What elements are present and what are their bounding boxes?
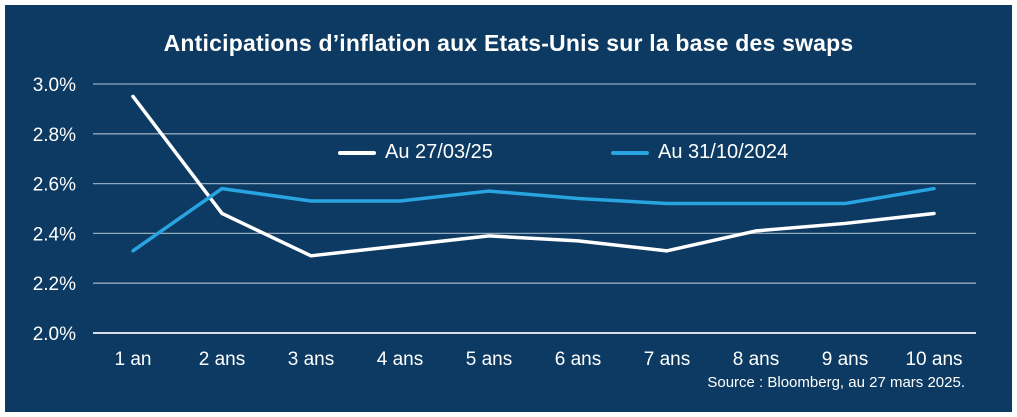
y-axis-tick-label: 2.4% (33, 224, 76, 245)
legend-item-au-27-03-25: Au 27/03/25 (338, 141, 493, 164)
x-axis-tick-label: 3 ans (288, 349, 334, 370)
y-axis-tick-label: 2.0% (33, 324, 76, 345)
y-axis-labels-group: 3.0% 2.8% 2.6% 2.4% 2.2% 2.0% (33, 75, 76, 345)
legend-item-au-31-10-2024: Au 31/10/2024 (611, 141, 788, 164)
y-axis-tick-label: 2.2% (33, 274, 76, 295)
x-axis-tick-label: 1 an (115, 349, 152, 370)
series-line-1-au-31-10-2024 (131, 186, 936, 253)
legend-line-swatch-blue (611, 150, 649, 155)
legend-line-swatch-white (338, 150, 376, 155)
x-axis-tick-label: 7 ans (644, 349, 690, 370)
x-axis-tick-label: 6 ans (555, 349, 601, 370)
x-axis-tick-label: 2 ans (199, 349, 245, 370)
x-axis-tick-label: 5 ans (466, 349, 512, 370)
y-axis-tick-label: 3.0% (33, 75, 76, 96)
y-axis-tick-label: 2.6% (33, 175, 76, 196)
series-line-0-au-27-03-25 (131, 94, 936, 258)
series-lines-group (131, 94, 936, 258)
source-note: Source : Bloomberg, au 27 mars 2025. (707, 374, 965, 391)
x-axis-tick-label: 9 ans (822, 349, 868, 370)
x-axis-labels-group: 1 an 2 ans 3 ans 4 ans 5 ans 6 ans 7 ans 8 ans 9… (115, 349, 963, 370)
y-axis-tick-label: 2.8% (33, 125, 76, 146)
legend-label: Au 31/10/2024 (658, 141, 789, 163)
chart-title: Anticipations d’inflation aux Etats-Unis… (163, 30, 854, 56)
x-axis-tick-label: 4 ans (377, 349, 423, 370)
x-axis-tick-label: 8 ans (733, 349, 779, 370)
chart-card (5, 5, 1012, 412)
x-axis-tick-label: 10 ans (905, 349, 962, 370)
gridlines-group (93, 83, 976, 334)
legend-label: Au 27/03/25 (385, 141, 493, 163)
